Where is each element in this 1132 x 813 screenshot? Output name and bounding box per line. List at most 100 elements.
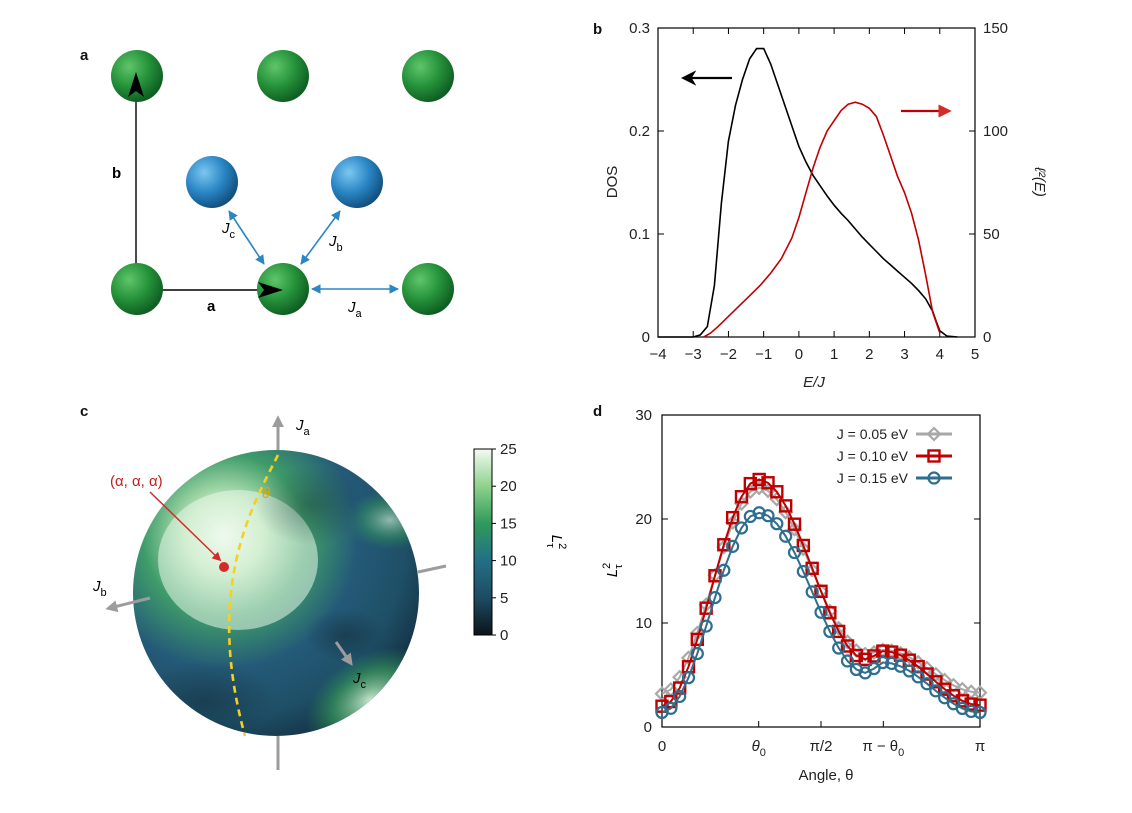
data-point-circle [823,624,837,639]
data-point-circle [938,691,952,705]
data-point-circle [726,539,740,553]
vector-b-arrowhead [128,72,144,97]
data-point-circle [796,564,810,579]
data-point-square [831,624,846,639]
data-point-circle [929,684,943,698]
green-atom [402,263,454,315]
colorbar: 25 20 15 10 5 0 L2τ [473,441,568,644]
jc-axis-arrow [334,641,353,666]
x-tick-label: θ0 [752,738,766,759]
y-tick-label: 10 [635,615,652,632]
data-point-circle [770,517,784,531]
jb-axis-arrow [105,596,151,613]
data-point-circle [920,677,934,691]
chart-d-series [654,472,988,720]
data-point-circle [840,654,855,668]
panel-a-label: a [80,47,89,64]
y-tick-label: 30 [635,407,652,424]
data-point-circle [973,705,987,720]
series-square [655,472,987,713]
x-tick-label: −4 [649,346,666,363]
data-point-square [672,681,687,695]
data-point-circle [681,671,696,685]
data-point-circle [664,701,678,715]
data-point-square [814,584,828,598]
x-tick-label: 4 [936,346,944,363]
data-point-circle [734,521,749,535]
data-point-square [717,538,731,552]
data-point-circle [911,670,925,684]
colorbar-tick-label: 20 [500,478,517,495]
y-tick-label-right: 50 [983,226,1000,243]
alpha-pointer [149,491,222,562]
data-point-circle [779,529,793,543]
data-point-square [743,476,758,491]
data-point-diamond [795,541,811,557]
panel-a: a b a Jc Jb Ja [80,47,454,320]
data-point-square [787,517,802,531]
coupling-label-ja: Ja [347,299,363,320]
theta-label: θ [262,485,270,502]
data-point-circle [787,545,802,560]
x-tick-label: 5 [971,346,979,363]
data-point-square [778,499,793,513]
data-point-square [752,472,766,487]
chart-d-legend: J = 0.05 eV J = 0.10 eV J = 0.15 eV [837,426,952,486]
l2-sphere [133,450,419,737]
data-point-square [796,538,811,553]
chart-d-ticks: 0 θ0 π/2 π − θ0 π 0 10 20 30 [635,407,985,759]
blue-atom [331,156,383,208]
chart-d-xlabel: Angle, θ [798,767,853,784]
theta-dashed-path [227,454,280,737]
green-atom [402,50,454,102]
coupling-label-jc: Jc [221,220,236,241]
y-tick-label-left: 0.3 [629,20,650,37]
blue-atom [186,156,238,208]
x-tick-label: π/2 [810,738,833,755]
colorbar-tick-label: 0 [500,627,508,644]
data-point-square [761,476,775,490]
data-point-circle [690,646,704,661]
data-point-circle [927,471,941,485]
x-tick-label: 0 [795,346,803,363]
data-point-square [770,485,784,499]
data-point-diamond [786,521,803,537]
y-tick-label-left: 0 [642,329,650,346]
vector-a-label: a [207,298,216,315]
coupling-arrow-jb [300,210,341,265]
x-tick-label: −2 [720,346,737,363]
data-point-square [823,606,837,620]
data-point-diamond [926,426,942,442]
colorbar-tick-label: 5 [500,590,508,607]
y-tick-label-left: 0.1 [629,226,650,243]
axis-label-jb: Jb [92,578,107,599]
panel-b-label: b [593,21,602,38]
data-point-circle [761,509,775,523]
data-point-circle [902,664,916,678]
x-tick-label: 2 [865,346,873,363]
legend-label: J = 0.05 eV [837,426,909,442]
chart-b-frame [657,27,976,338]
data-point-circle [832,641,846,655]
y-tick-label-right: 0 [983,329,991,346]
series-line [661,478,981,708]
colorbar-tick-label: 10 [500,553,517,570]
data-point-square [858,652,872,667]
alpha-point [219,562,229,572]
x-tick-label: −1 [755,346,772,363]
data-point-square [734,490,749,504]
axis-label-ja: Ja [295,417,311,438]
coupling-arrow-jc [228,210,265,265]
chart-b-xlabel: E/J [803,374,825,391]
data-point-square [973,698,987,712]
data-point-circle [964,704,978,719]
axis-label-jc: Jc [352,670,367,691]
x-tick-label: 0 [658,738,666,755]
data-point-circle [673,689,687,704]
alpha-point-label: (α, α, α) [110,473,163,490]
data-point-circle [876,655,890,670]
jb-axis-tail [417,564,447,574]
chart-b-ylabel-right: ℓ²(E) [1031,166,1048,197]
